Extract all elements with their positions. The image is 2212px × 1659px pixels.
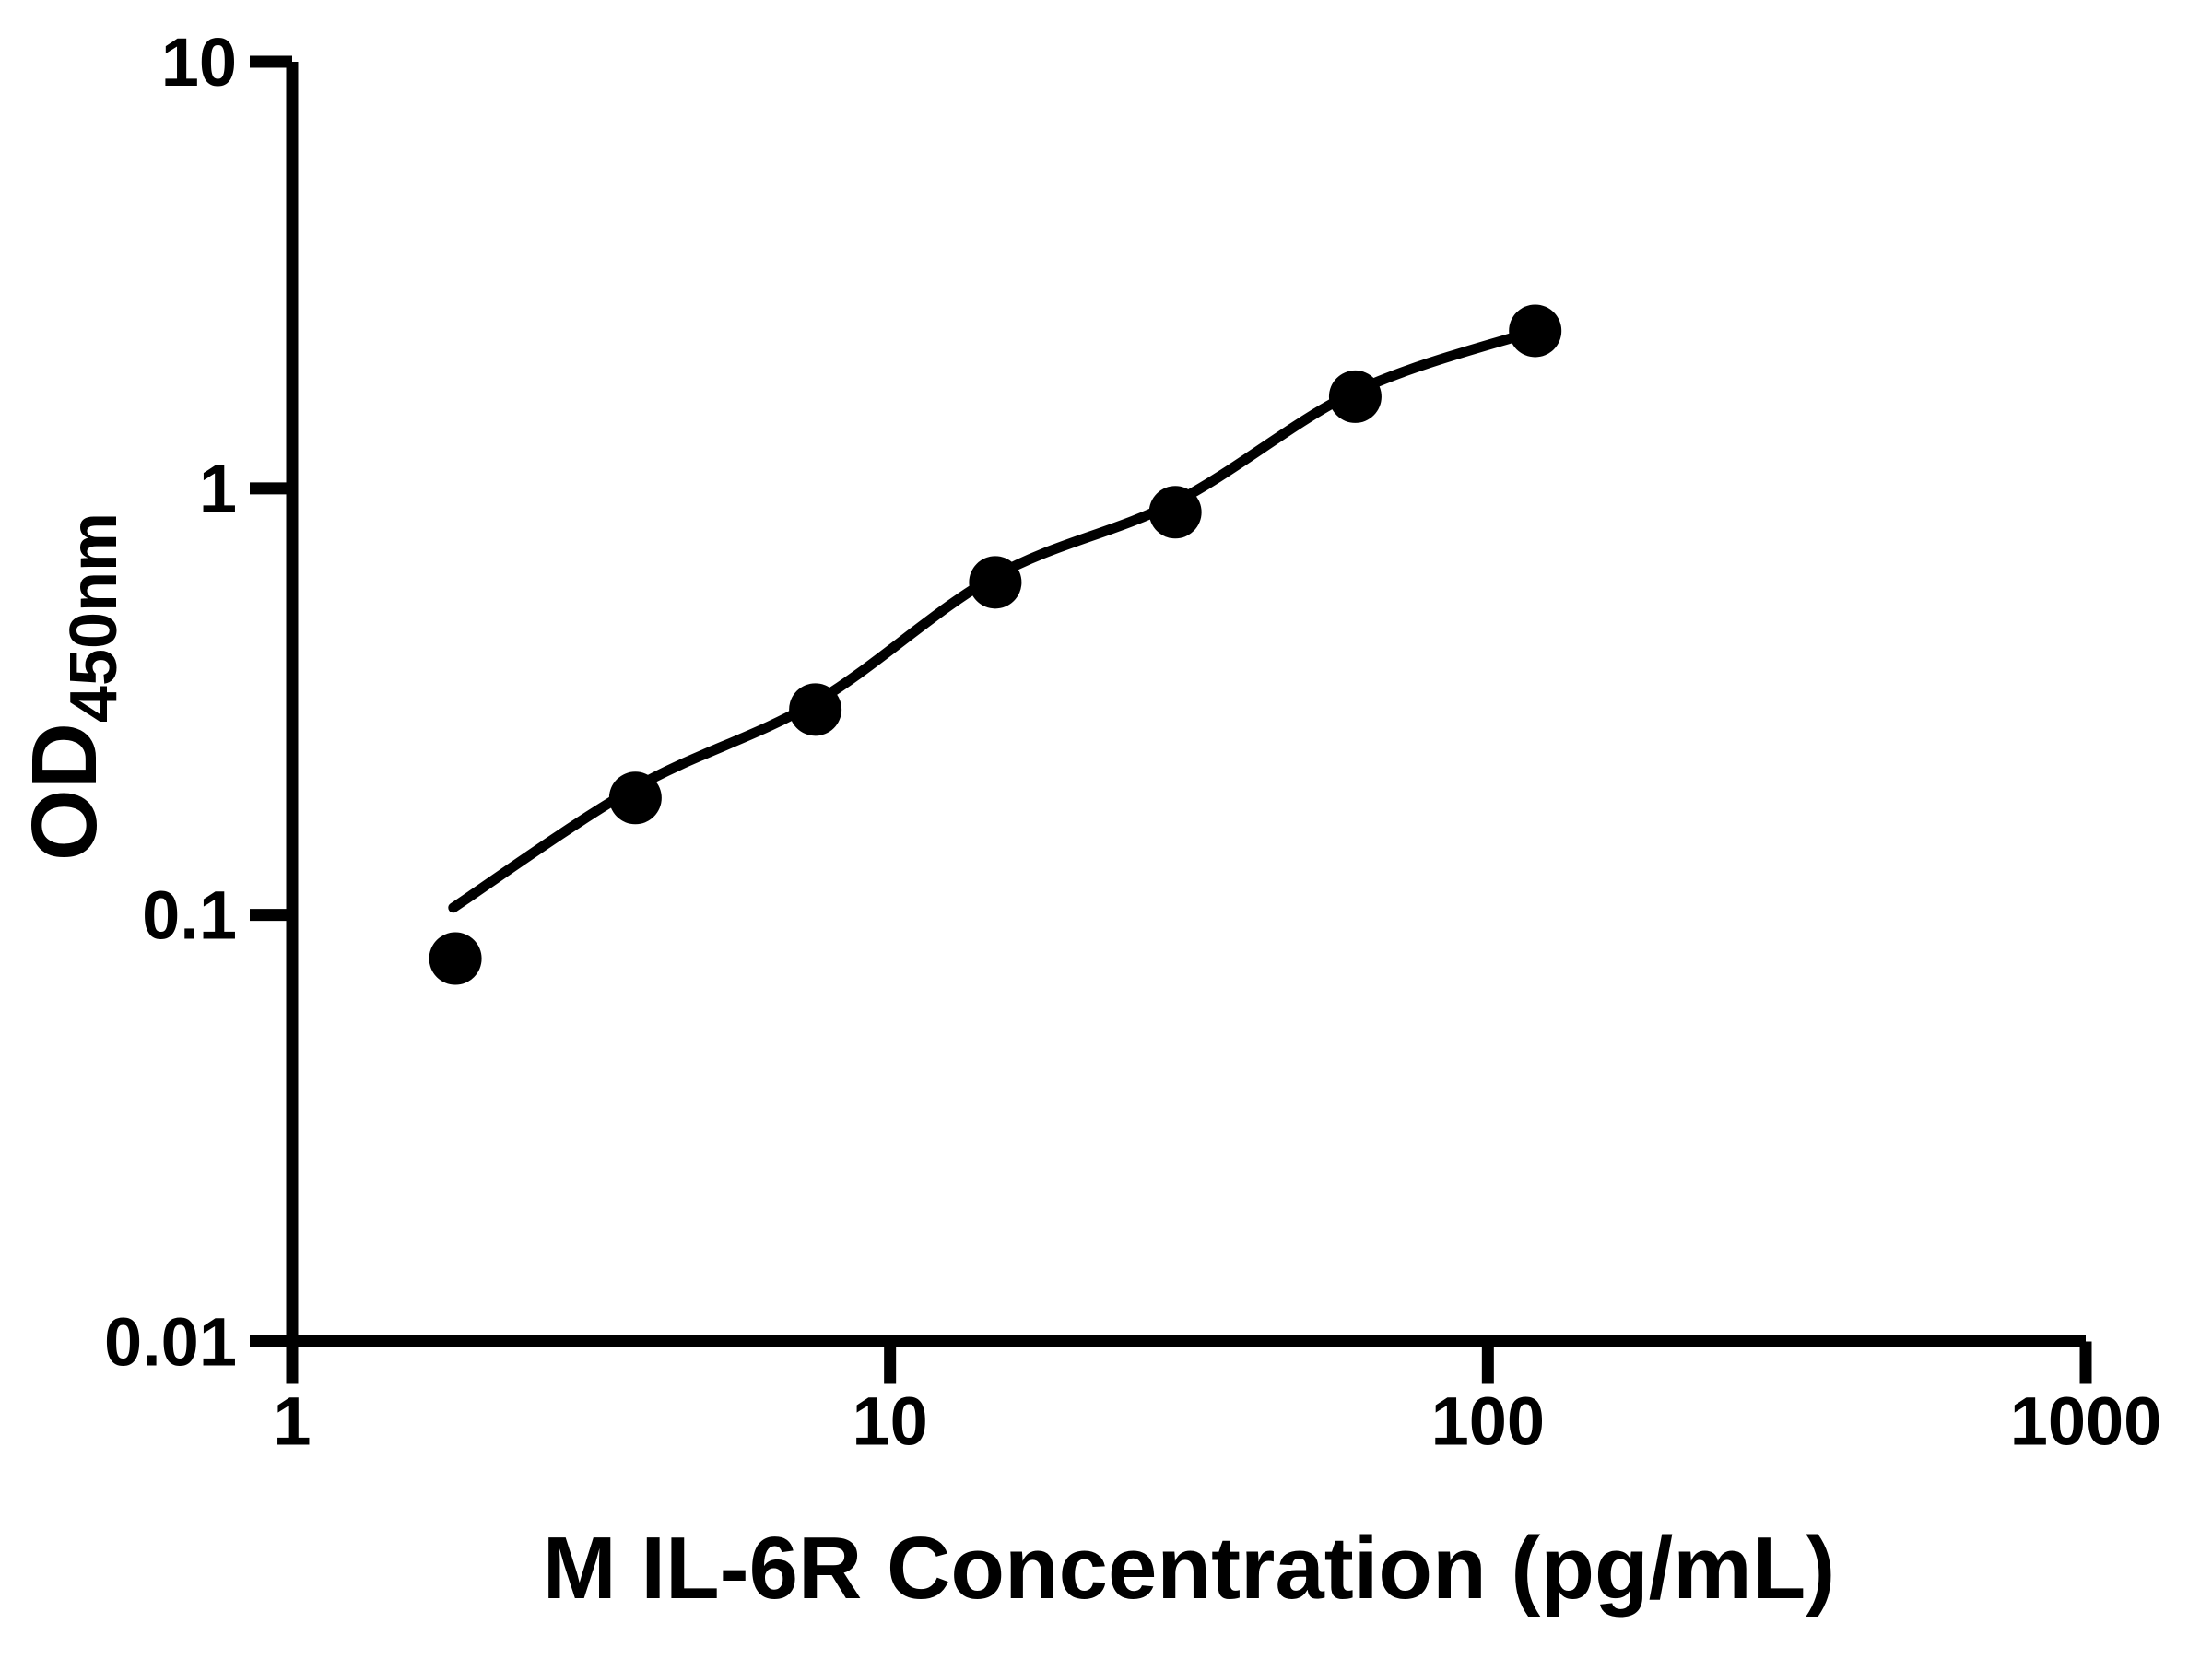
labels-layer: M IL-6R Concentration (pg/mL) OD450nm bbox=[13, 512, 1835, 1618]
y-axis-title: OD450nm bbox=[13, 512, 131, 861]
data-layer bbox=[429, 304, 1562, 985]
fit-curve bbox=[448, 325, 1541, 913]
x-axis-title: M IL-6R Concentration (pg/mL) bbox=[543, 1519, 1836, 1618]
x-tick-label: 10 bbox=[853, 1383, 928, 1460]
y-axis-title-main: OD bbox=[13, 723, 116, 861]
data-point bbox=[429, 932, 482, 985]
y-tick-label: 0.01 bbox=[104, 1304, 237, 1381]
x-tick-label: 100 bbox=[1431, 1383, 1545, 1460]
y-axis-title-subscript: 450nm bbox=[57, 512, 131, 723]
axis-spines bbox=[286, 62, 2086, 1347]
x-tick-label: 1 bbox=[273, 1383, 311, 1460]
y-tick-label: 10 bbox=[161, 24, 237, 100]
axes-layer: 10 1 0.1 0.01 1 10 100 1000 bbox=[104, 24, 2161, 1460]
y-tick-label: 0.1 bbox=[142, 877, 237, 954]
y-tick-label: 1 bbox=[199, 451, 237, 527]
x-tick-label: 1000 bbox=[2010, 1383, 2162, 1460]
